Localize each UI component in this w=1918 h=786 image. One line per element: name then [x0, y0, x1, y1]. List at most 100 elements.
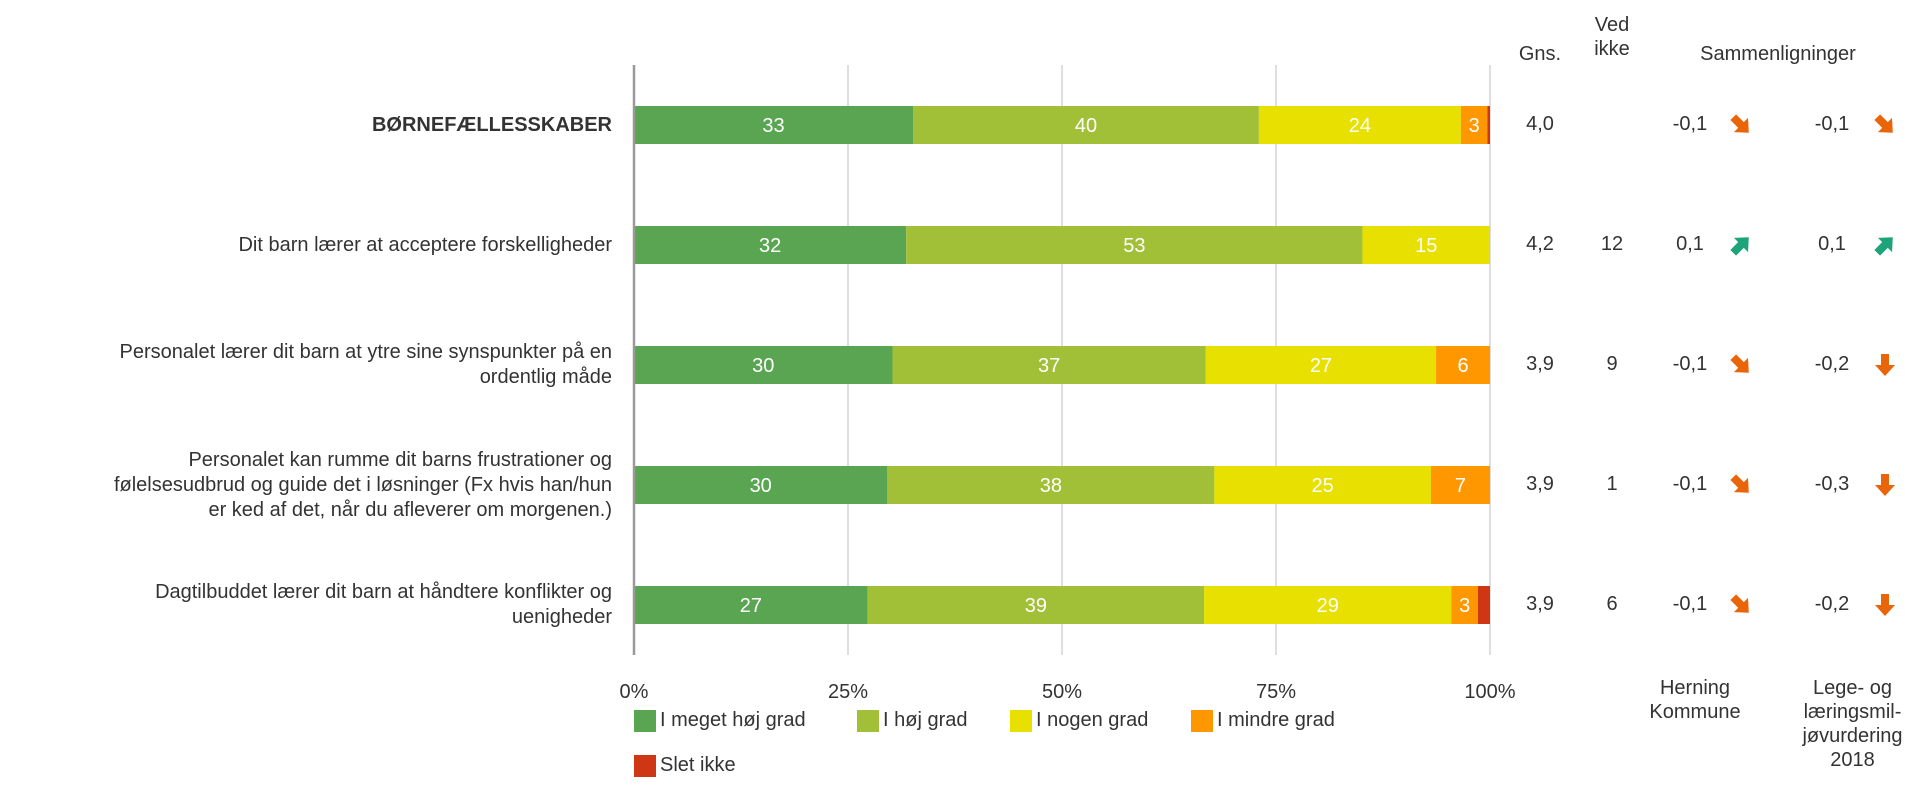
- bar-value-label: 27: [1310, 355, 1332, 377]
- row-label-line: følelsesudbrud og guide det i løsninger …: [113, 473, 612, 496]
- arrow-down-icon: [1875, 354, 1895, 376]
- bar-segment: [1487, 106, 1490, 144]
- footer-laeringsmiljoevurdering: Lege- og læringsmil- jøvurdering 2018: [1790, 676, 1915, 772]
- row-label: BØRNEFÆLLESSKABER: [0, 113, 612, 138]
- bar-value-label: 27: [740, 595, 762, 617]
- header-ved-ikke-line: Ved: [1594, 14, 1630, 36]
- comparison-kommune-value: 0,1: [1676, 233, 1704, 255]
- footer-line: jøvurdering: [1802, 725, 1903, 747]
- bar-segment: [1205, 346, 1437, 384]
- x-tick-label: 0%: [620, 681, 649, 703]
- bar-segment: [1478, 586, 1490, 624]
- average-value: 4,0: [1526, 113, 1554, 135]
- bar-segment: [1451, 586, 1479, 624]
- bar-value-label: 32: [759, 235, 781, 257]
- bar-segment: [913, 106, 1259, 144]
- legend-swatch: [634, 709, 656, 732]
- bar-segment: [634, 346, 893, 384]
- arrow-up-right-icon: [1874, 237, 1893, 256]
- ved-ikke-value: 6: [1606, 593, 1618, 615]
- bar-segment: [906, 226, 1363, 264]
- footer-herning-kommune: Herning Kommune: [1640, 676, 1750, 724]
- bar-segment: [634, 106, 914, 144]
- bar-value-label: 39: [1025, 595, 1047, 617]
- bar-value-label: 3: [1469, 115, 1480, 137]
- row-label: Personalet lærer dit barn at ytre sine s…: [0, 340, 612, 390]
- legend-label: I mindre grad: [1217, 709, 1335, 731]
- ved-ikke-value: 12: [1600, 233, 1624, 255]
- legend-label: Slet ikke: [660, 754, 736, 776]
- footer-line: læringsmil-: [1803, 701, 1902, 723]
- bar-value-label: 30: [752, 355, 774, 377]
- bar-segment: [892, 346, 1206, 384]
- bar-value-label: 15: [1415, 235, 1437, 257]
- average-value: 3,9: [1526, 593, 1554, 615]
- average-value: 3,9: [1526, 473, 1554, 495]
- footer-line: 2018: [1830, 749, 1875, 771]
- bar-segment: [1258, 106, 1461, 144]
- comparison-kommune-value: -0,1: [1672, 593, 1708, 615]
- bar-segment: [1362, 226, 1490, 264]
- bar-segment: [634, 586, 868, 624]
- ved-ikke-value: 1: [1606, 473, 1618, 495]
- legend-item: I høj grad: [857, 709, 967, 732]
- bar-segment: [634, 226, 907, 264]
- row-label-line: ordentlig måde: [479, 366, 612, 388]
- comparison-kommune-value: -0,1: [1672, 473, 1708, 495]
- legend-swatch: [1191, 709, 1213, 732]
- x-tick-label: 25%: [828, 681, 868, 703]
- row-label: Dit barn lærer at acceptere forskellighe…: [0, 233, 612, 258]
- bar-value-label: 3: [1459, 595, 1470, 617]
- row-label-line: uenigheder: [511, 606, 612, 628]
- arrow-down-right-icon: [1730, 114, 1749, 133]
- bar-segment: [1460, 106, 1488, 144]
- legend-item: I nogen grad: [1010, 709, 1148, 732]
- arrow-down-right-icon: [1730, 474, 1749, 493]
- comparison-kommune-value: -0,1: [1672, 113, 1708, 135]
- bar-value-label: 33: [762, 115, 784, 137]
- bar-segment: [1214, 466, 1431, 504]
- bar-segment: [867, 586, 1205, 624]
- arrow-down-right-icon: [1874, 114, 1893, 133]
- x-tick-label: 50%: [1042, 681, 1082, 703]
- header-comparisons: Sammenligninger: [1700, 43, 1856, 65]
- footer-line: Lege- og: [1813, 677, 1892, 699]
- legend-swatch: [634, 754, 656, 777]
- bar-value-label: 40: [1075, 115, 1097, 137]
- bar-segment: [887, 466, 1215, 504]
- arrow-down-right-icon: [1730, 354, 1749, 373]
- row-label-line: BØRNEFÆLLESSKABER: [371, 113, 612, 136]
- bar-segment: [1430, 466, 1490, 504]
- legend-label: I høj grad: [883, 709, 968, 731]
- footer-line: Kommune: [1649, 701, 1741, 723]
- comparison-2018-value: -0,3: [1814, 473, 1850, 495]
- bar-value-label: 37: [1038, 355, 1060, 377]
- comparison-2018-value: -0,2: [1814, 353, 1850, 375]
- row-label-line: Personalet kan rumme dit barns frustrati…: [188, 448, 612, 471]
- bar-value-label: 24: [1349, 115, 1371, 137]
- legend-item: I mindre grad: [1191, 709, 1335, 732]
- comparison-kommune-value: -0,1: [1672, 353, 1708, 375]
- comparison-2018-value: -0,1: [1814, 113, 1850, 135]
- x-tick-label: 100%: [1464, 681, 1515, 703]
- bar-segment: [1204, 586, 1452, 624]
- header-ved-ikke-line: ikke: [1594, 38, 1630, 60]
- bar-value-label: 38: [1040, 475, 1062, 497]
- bar-value-label: 6: [1457, 355, 1468, 377]
- legend-item: I meget høj grad: [634, 709, 806, 732]
- bar-segment: [634, 466, 888, 504]
- arrow-up-right-icon: [1730, 237, 1749, 256]
- legend-label: I nogen grad: [1036, 709, 1149, 731]
- bar-value-label: 30: [750, 475, 772, 497]
- legend-label: I meget høj grad: [660, 709, 806, 731]
- comparison-2018-value: -0,2: [1814, 593, 1850, 615]
- bar-value-label: 53: [1123, 235, 1145, 257]
- row-label-line: er ked af det, når du afleverer om morge…: [208, 498, 612, 521]
- row-label: Personalet kan rumme dit barns frustrati…: [0, 448, 612, 523]
- row-label-line: Dit barn lærer at acceptere forskellighe…: [238, 233, 612, 256]
- header-ved-ikke: Ved ikke: [1582, 13, 1642, 61]
- header-gns: Gns.: [1518, 43, 1562, 65]
- arrow-down-right-icon: [1730, 594, 1749, 613]
- bar-value-label: 25: [1312, 475, 1334, 497]
